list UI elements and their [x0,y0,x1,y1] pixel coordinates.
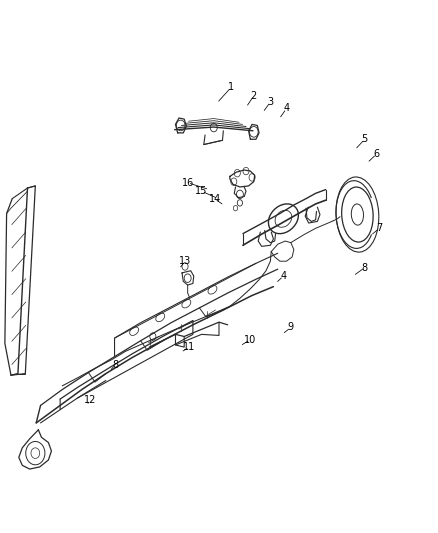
Circle shape [243,167,249,175]
Text: 12: 12 [85,395,97,405]
Text: 16: 16 [181,177,194,188]
Text: 3: 3 [267,97,273,107]
Text: 7: 7 [376,223,382,233]
Text: 2: 2 [251,91,257,101]
Circle shape [234,169,240,177]
Text: 9: 9 [288,322,294,333]
Text: 1: 1 [228,82,234,92]
Text: 15: 15 [195,186,208,196]
Text: 6: 6 [374,149,380,159]
Text: 8: 8 [113,360,119,369]
Text: 14: 14 [208,193,221,204]
Text: 10: 10 [244,335,257,345]
Text: 13: 13 [179,256,191,266]
Text: 8: 8 [362,263,368,272]
Circle shape [249,174,255,181]
Circle shape [231,178,237,185]
Text: 4: 4 [280,271,286,281]
Text: 5: 5 [362,134,368,144]
Text: 4: 4 [283,103,290,114]
Text: 11: 11 [183,342,195,352]
